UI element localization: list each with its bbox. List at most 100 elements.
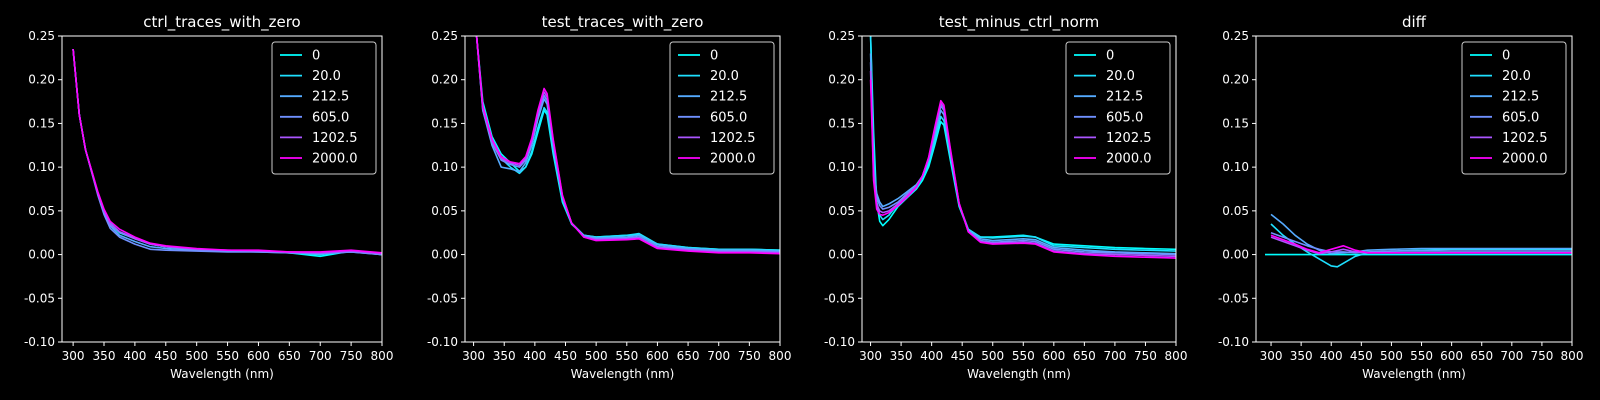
legend-label: 212.5: [710, 90, 747, 105]
x-tick-label: 750: [738, 349, 761, 363]
legend-label: 1202.5: [1106, 131, 1152, 146]
x-tick-label: 700: [309, 349, 332, 363]
legend-label: 2000.0: [1502, 152, 1548, 167]
x-tick-label: 400: [1320, 349, 1343, 363]
legend-label: 0: [312, 49, 320, 64]
x-tick-label: 650: [1470, 349, 1493, 363]
x-tick-label: 350: [1290, 349, 1313, 363]
x-tick-label: 550: [216, 349, 239, 363]
series-line-20.0: [475, 36, 780, 251]
series-group: [869, 36, 1176, 259]
chart-title: diff: [1402, 13, 1427, 31]
legend-label: 2000.0: [312, 152, 358, 167]
y-tick-label: -0.05: [824, 291, 855, 305]
x-tick-label: 350: [93, 349, 116, 363]
y-tick-label: -0.10: [24, 335, 55, 349]
series-line-2000.0: [869, 79, 1176, 259]
x-tick-label: 400: [920, 349, 943, 363]
y-tick-label: -0.10: [1218, 335, 1249, 349]
x-tick-label: 700: [1103, 349, 1126, 363]
legend-label: 212.5: [312, 90, 349, 105]
y-tick-label: 0.00: [828, 248, 855, 262]
legend: 0 20.0 212.5 605.0 1202.5 2000.0: [271, 41, 377, 175]
x-tick-label: 650: [1073, 349, 1096, 363]
legend: 0 20.0 212.5 605.0 1202.5 2000.0: [669, 41, 775, 175]
series-group: [72, 49, 382, 258]
y-tick-label: 0.00: [28, 248, 55, 262]
legend-label: 20.0: [710, 69, 739, 84]
x-tick-label: 750: [1530, 349, 1553, 363]
x-tick-label: 700: [1500, 349, 1523, 363]
series-group: [475, 36, 780, 255]
legend-label: 605.0: [1106, 110, 1143, 125]
x-tick-label: 500: [185, 349, 208, 363]
y-tick-label: 0.15: [828, 116, 855, 130]
x-tick-label: 800: [769, 349, 792, 363]
x-axis-label: Wavelength (nm): [1362, 367, 1466, 381]
y-tick-label: 0.05: [1222, 204, 1249, 218]
x-tick-label: 400: [123, 349, 146, 363]
y-tick-label: 0.25: [828, 29, 855, 43]
y-tick-label: 0.05: [28, 204, 55, 218]
x-tick-label: 550: [1012, 349, 1035, 363]
y-tick-label: 0.00: [431, 248, 458, 262]
legend-label: 2000.0: [1106, 152, 1152, 167]
legend-label: 212.5: [1106, 90, 1143, 105]
x-tick-label: 600: [1440, 349, 1463, 363]
x-tick-label: 450: [554, 349, 577, 363]
chart-title: ctrl_traces_with_zero: [143, 13, 300, 32]
y-tick-label: 0.20: [431, 73, 458, 87]
y-tick-label: 0.10: [828, 160, 855, 174]
legend-label: 20.0: [312, 69, 341, 84]
x-tick-label: 700: [707, 349, 730, 363]
x-tick-label: 600: [646, 349, 669, 363]
y-tick-label: 0.20: [828, 73, 855, 87]
legend-label: 20.0: [1106, 69, 1135, 84]
axes-frame: [464, 35, 781, 343]
x-tick-label: 300: [1260, 349, 1283, 363]
x-tick-label: 500: [1380, 349, 1403, 363]
axes-frame: [1255, 35, 1573, 343]
y-tick-label: 0.05: [431, 204, 458, 218]
x-tick-label: 400: [523, 349, 546, 363]
subplot-4: diff 300 350 400 450 500 550 600 650 700 750 800 -0.…: [1218, 13, 1584, 381]
legend-label: 1202.5: [312, 131, 358, 146]
chart-title: test_traces_with_zero: [542, 13, 704, 32]
x-tick-label: 550: [1410, 349, 1433, 363]
legend-label: 0: [1502, 49, 1510, 64]
x-tick-label: 350: [890, 349, 913, 363]
x-tick-label: 800: [371, 349, 394, 363]
y-tick-label: 0.20: [1222, 73, 1249, 87]
y-tick-label: 0.15: [1222, 116, 1249, 130]
x-tick-label: 550: [615, 349, 638, 363]
axes-frame: [861, 35, 1177, 343]
x-tick-label: 300: [62, 349, 85, 363]
x-tick-label: 800: [1561, 349, 1584, 363]
x-axis-label: Wavelength (nm): [967, 367, 1071, 381]
legend-label: 1202.5: [1502, 131, 1548, 146]
x-tick-label: 600: [247, 349, 270, 363]
legend-label: 212.5: [1502, 90, 1539, 105]
chart-title: test_minus_ctrl_norm: [939, 13, 1100, 32]
legend-label: 605.0: [710, 110, 747, 125]
axes-frame: [61, 35, 383, 343]
series-line-2000.0: [1270, 234, 1572, 254]
y-tick-label: -0.10: [427, 335, 458, 349]
legend-label: 1202.5: [710, 131, 756, 146]
x-tick-label: 750: [1134, 349, 1157, 363]
x-tick-label: 750: [340, 349, 363, 363]
x-tick-label: 600: [1042, 349, 1065, 363]
legend-label: 605.0: [312, 110, 349, 125]
y-tick-label: -0.05: [427, 291, 458, 305]
y-tick-label: 0.10: [1222, 160, 1249, 174]
series-line-605.0: [869, 62, 1176, 256]
x-axis-label: Wavelength (nm): [170, 367, 274, 381]
series-line-20.0: [869, 36, 1176, 252]
series-line-2000.0: [72, 49, 382, 254]
series-line-212.5: [869, 53, 1176, 255]
x-tick-label: 450: [1350, 349, 1373, 363]
x-tick-label: 450: [951, 349, 974, 363]
subplot-1: ctrl_traces_with_zero 300 350 400 450 500 550 6…: [24, 13, 394, 381]
y-tick-label: 0.00: [1222, 248, 1249, 262]
